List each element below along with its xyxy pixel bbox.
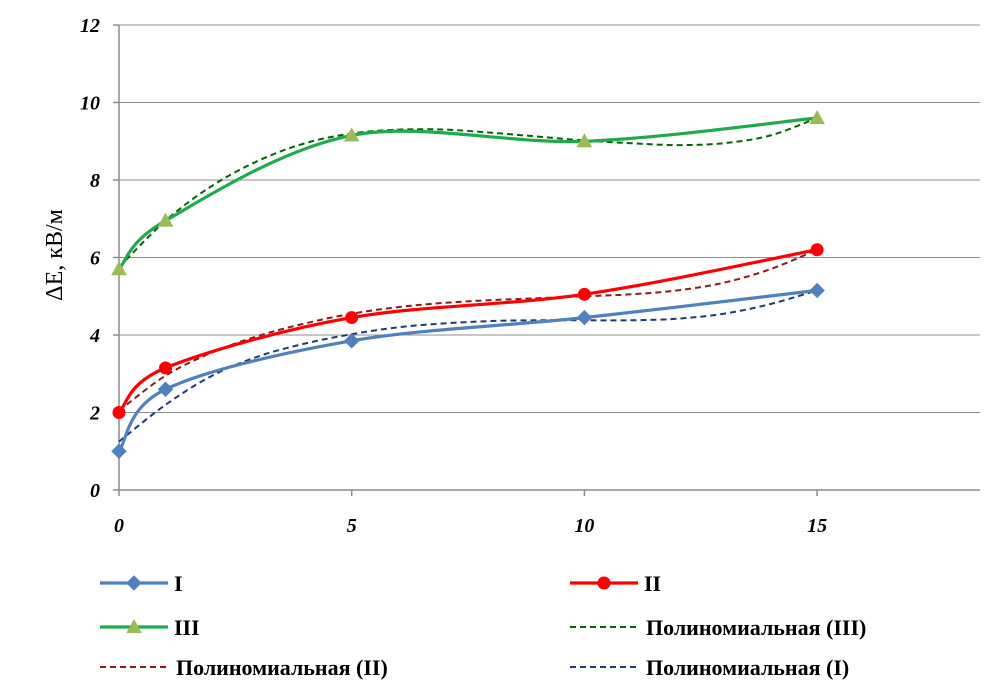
series-line-3: [118, 117, 818, 268]
y-tick-label: 8: [90, 170, 100, 192]
series-3: [118, 117, 818, 268]
legend-label-2: III: [174, 615, 200, 640]
data-point-2-3: [576, 133, 593, 148]
legend-entry-0: I: [100, 571, 183, 596]
y-tick-label: 6: [90, 248, 100, 270]
legend-label-4: Полиномиальная (II): [176, 655, 388, 680]
series-0: [111, 282, 825, 459]
legend-marker-2: [126, 618, 142, 634]
series-line-1: [117, 248, 818, 414]
data-point-2-4: [809, 109, 825, 125]
data-point-0-1: [157, 381, 174, 397]
data-point-1-2: [345, 311, 359, 325]
series-group: [111, 109, 825, 459]
data-point-2-1: [157, 212, 174, 227]
series-line-5: [118, 289, 818, 443]
y-axis-label: ΔE, кВ/м: [42, 209, 68, 301]
data-point-0-2: [343, 333, 360, 349]
legend-entry-4: Полиномиальная (II): [100, 655, 388, 680]
data-point-1-4: [810, 243, 824, 257]
x-tick-label: 10: [574, 515, 594, 537]
gridlines: [119, 24, 980, 413]
x-tick-label: 5: [347, 515, 357, 537]
data-point-0-0: [111, 443, 127, 459]
legend-entry-2: III: [100, 615, 200, 640]
y-tick-label: 12: [80, 15, 100, 37]
data-point-0-3: [576, 309, 593, 326]
series-5: [118, 289, 818, 443]
data-point-2-2: [343, 127, 360, 142]
legend-marker-0: [126, 575, 142, 591]
y-tick-label: 10: [80, 93, 100, 115]
legend-label-3: Полиномиальная (III): [646, 615, 866, 640]
series-1: [112, 243, 824, 419]
axes: [113, 24, 980, 496]
legend-entry-5: Полиномиальная (I): [570, 655, 849, 680]
legend-label-1: II: [644, 571, 661, 596]
legend-marker-1: [597, 576, 611, 590]
legend-entry-1: II: [570, 571, 661, 596]
data-point-1-3: [577, 287, 591, 301]
data-point-1-0: [112, 406, 126, 419]
series-line-2: [117, 116, 818, 271]
series-4: [118, 248, 818, 412]
data-point-0-4: [809, 282, 825, 299]
x-tick-label: 15: [807, 515, 827, 537]
series-2: [111, 109, 825, 276]
y-tick-labels: 0 2 4 6 8 10 12: [80, 15, 100, 502]
legend-label-0: I: [174, 571, 183, 596]
data-point-1-1: [159, 361, 173, 375]
x-tick-labels: 0 5 10 15: [114, 515, 827, 537]
x-tick-label: 0: [114, 515, 124, 537]
data-point-2-0: [111, 261, 127, 276]
legend-entry-3: Полиномиальная (III): [570, 615, 866, 640]
series-line-4: [118, 248, 818, 412]
y-tick-label: 2: [89, 403, 100, 425]
y-tick-label: 0: [90, 480, 100, 502]
legend-label-5: Полиномиальная (I): [646, 655, 849, 680]
y-tick-label: 4: [89, 325, 100, 347]
